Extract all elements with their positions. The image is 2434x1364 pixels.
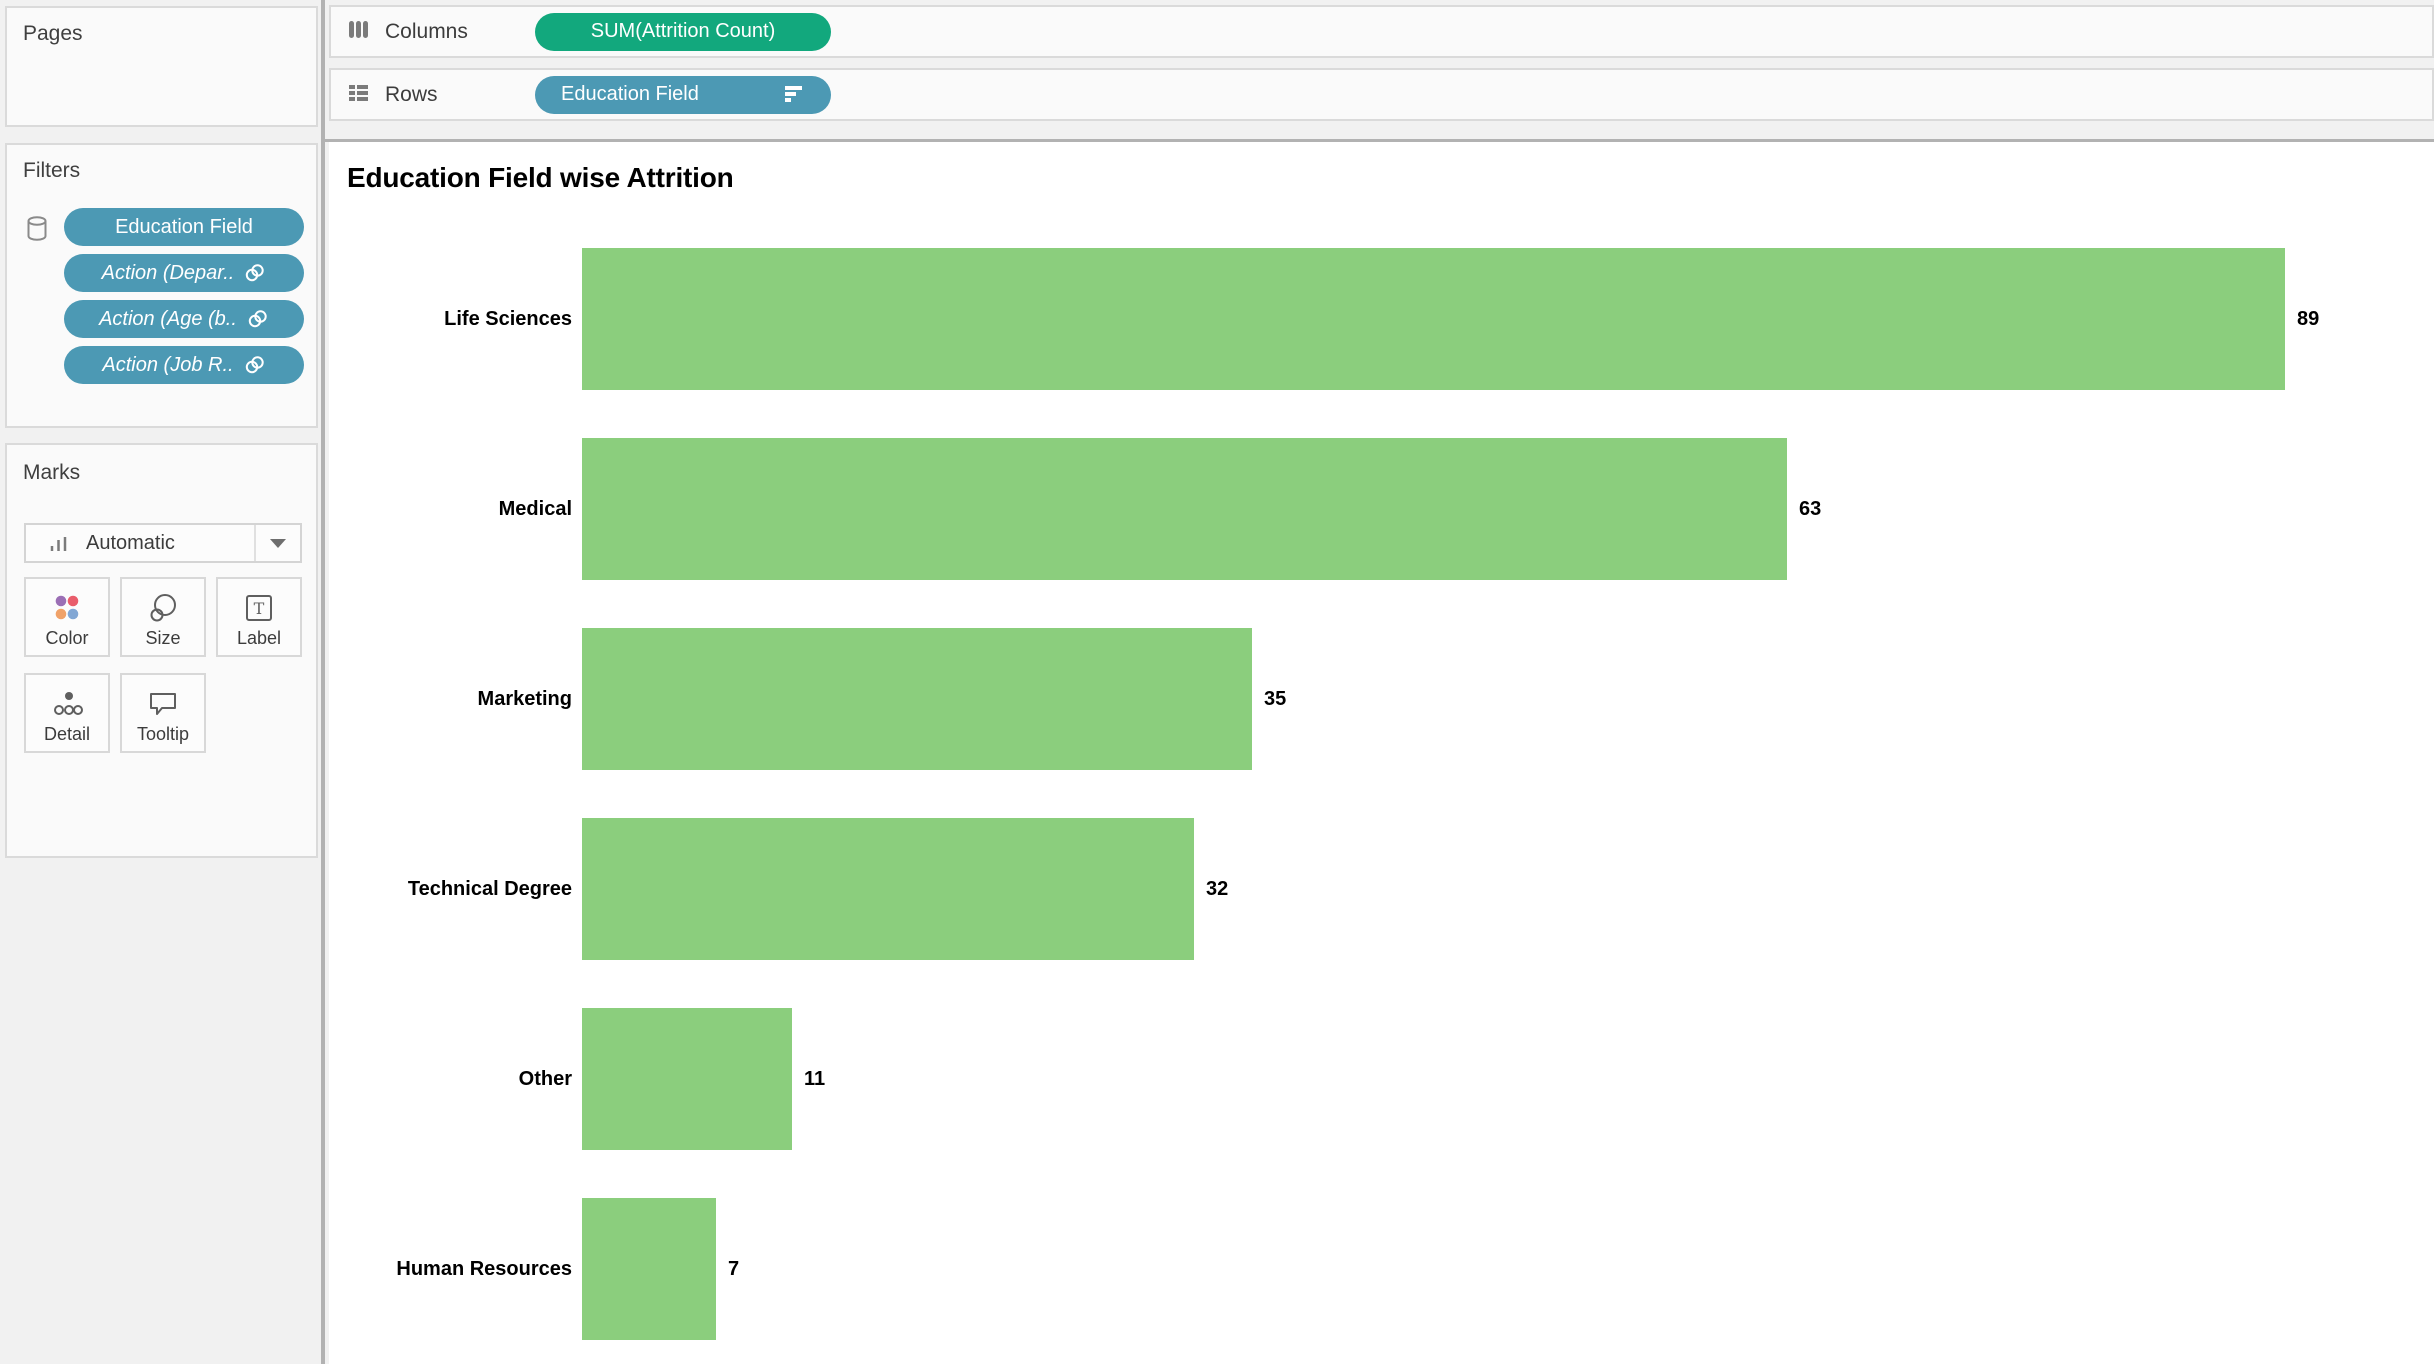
columns-shelf[interactable]: Columns SUM(Attrition Count) <box>329 5 2434 58</box>
color-button-label: Color <box>45 628 89 648</box>
color-button[interactable]: Color <box>24 577 110 657</box>
filters-panel[interactable]: Filters Education Field Action (Depar.. … <box>5 143 318 428</box>
value-label: 7 <box>728 1257 740 1280</box>
tooltip-button-label: Tooltip <box>136 724 190 744</box>
bar-row: Marketing 35 <box>329 604 2434 794</box>
marks-panel-title: Marks <box>23 461 81 484</box>
action-link-icon <box>247 310 269 328</box>
bar-chart-icon <box>48 532 70 554</box>
size-icon <box>147 592 179 624</box>
filter-pill-action-department[interactable]: Action (Depar.. <box>64 254 304 292</box>
label-button[interactable]: T Label <box>216 577 302 657</box>
bar[interactable] <box>582 248 2285 390</box>
bar-row: Other 11 <box>329 984 2434 1174</box>
value-label: 11 <box>804 1067 826 1090</box>
mark-type-value: Automatic <box>86 531 175 554</box>
columns-pill-label: SUM(Attrition Count) <box>590 20 776 42</box>
action-link-icon <box>244 264 266 282</box>
rows-shelf-label: Rows <box>385 82 438 106</box>
bar-row: Technical Degree 32 <box>329 794 2434 984</box>
svg-text:T: T <box>254 599 265 618</box>
bar[interactable] <box>582 1008 792 1150</box>
mark-type-caret[interactable] <box>254 525 300 561</box>
chart-view[interactable]: Education Field wise Attrition Life Scie… <box>329 142 2434 1364</box>
bar-chart: Life Sciences 89 Medical 63 Marketing 35 Techn… <box>329 224 2434 1364</box>
category-label[interactable]: Technical Degree <box>407 877 572 900</box>
bar[interactable] <box>582 818 1194 960</box>
bar[interactable] <box>582 438 1787 580</box>
rows-pill-label: Education Field <box>561 83 699 105</box>
detail-icon <box>51 688 83 720</box>
bar[interactable] <box>582 628 1252 770</box>
category-label[interactable]: Life Sciences <box>444 307 572 330</box>
pages-panel[interactable]: Pages <box>5 6 318 127</box>
bar-row: Life Sciences 89 <box>329 224 2434 414</box>
value-label: 63 <box>1799 497 1822 520</box>
columns-icon <box>345 16 371 47</box>
marks-panel[interactable]: Marks Automatic <box>5 443 318 858</box>
value-label: 89 <box>2297 307 2320 330</box>
filter-pill-education-field[interactable]: Education Field <box>64 208 304 246</box>
filter-pill-action-job-role[interactable]: Action (Job R.. <box>64 346 304 384</box>
filter-pill-label: Education Field <box>115 215 253 238</box>
filter-pill-action-age[interactable]: Action (Age (b.. <box>64 300 304 338</box>
tooltip-icon <box>147 688 179 720</box>
category-label[interactable]: Other <box>518 1067 572 1090</box>
filters-panel-title: Filters <box>23 159 81 182</box>
mark-type-dropdown[interactable]: Automatic <box>24 523 302 563</box>
chart-title: Education Field wise Attrition <box>347 162 734 193</box>
label-button-label: Label <box>236 628 282 648</box>
datasource-icon <box>25 215 49 248</box>
filter-pill-label: Action (Depar.. <box>101 261 235 284</box>
pages-panel-title: Pages <box>23 22 83 45</box>
rows-icon <box>345 79 371 110</box>
shelf-divider <box>325 139 2434 142</box>
bar-row: Human Resources 7 <box>329 1174 2434 1364</box>
label-icon: T <box>244 592 274 624</box>
rows-pill-education-field[interactable]: Education Field <box>535 75 831 114</box>
columns-pill-sum-attrition-count[interactable]: SUM(Attrition Count) <box>535 12 831 51</box>
detail-button-label: Detail <box>43 724 91 744</box>
category-label[interactable]: Medical <box>498 497 572 520</box>
bar[interactable] <box>582 1198 716 1340</box>
value-label: 32 <box>1206 877 1229 900</box>
detail-button[interactable]: Detail <box>24 673 110 753</box>
rows-shelf[interactable]: Rows Education Field <box>329 68 2434 121</box>
category-label[interactable]: Marketing <box>477 687 572 710</box>
tooltip-button[interactable]: Tooltip <box>120 673 206 753</box>
filter-pill-label: Action (Age (b.. <box>99 307 237 330</box>
size-button-label: Size <box>145 628 181 648</box>
value-label: 35 <box>1264 687 1287 710</box>
size-button[interactable]: Size <box>120 577 206 657</box>
category-label[interactable]: Human Resources <box>396 1257 572 1280</box>
sidebar-divider[interactable] <box>321 0 325 1364</box>
sort-descending-icon[interactable] <box>785 86 805 103</box>
bar-row: Medical 63 <box>329 414 2434 604</box>
action-link-icon <box>244 356 266 374</box>
chevron-down-icon <box>270 538 286 548</box>
columns-shelf-label: Columns <box>385 19 468 43</box>
color-icon <box>52 592 82 624</box>
filter-pill-label: Action (Job R.. <box>102 353 234 376</box>
